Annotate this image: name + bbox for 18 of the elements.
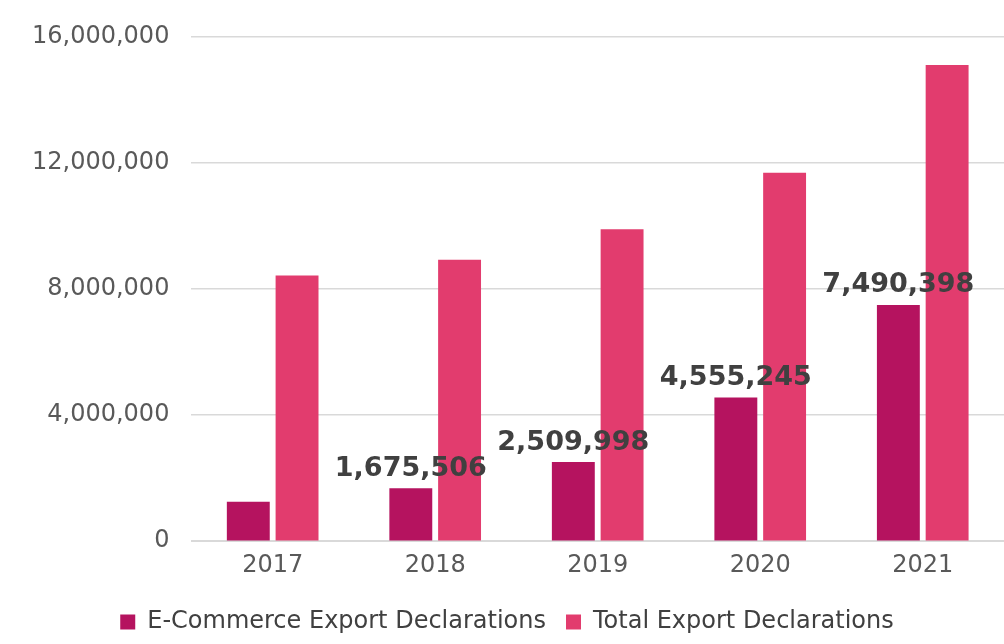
y-tick-label: 12,000,000 xyxy=(31,146,170,175)
y-tick-label: 0 xyxy=(154,525,170,554)
legend-label: E-Commerce Export Declarations xyxy=(147,606,547,635)
y-tick-label: 8,000,000 xyxy=(47,273,170,302)
x-tick-label: 2018 xyxy=(404,549,466,578)
bar xyxy=(876,304,920,541)
y-tick-label: 16,000,000 xyxy=(31,20,170,49)
bar xyxy=(275,275,319,541)
x-tick-label: 2020 xyxy=(729,549,791,578)
bar xyxy=(389,488,433,541)
bar xyxy=(551,462,595,541)
x-tick-label: 2019 xyxy=(567,549,629,578)
y-tick-label: 4,000,000 xyxy=(47,399,170,428)
legend-label: Total Export Declarations xyxy=(592,606,894,635)
bar xyxy=(226,501,270,541)
x-tick-label: 2021 xyxy=(892,549,954,578)
x-tick-label: 2017 xyxy=(242,549,304,578)
bar xyxy=(714,397,758,541)
